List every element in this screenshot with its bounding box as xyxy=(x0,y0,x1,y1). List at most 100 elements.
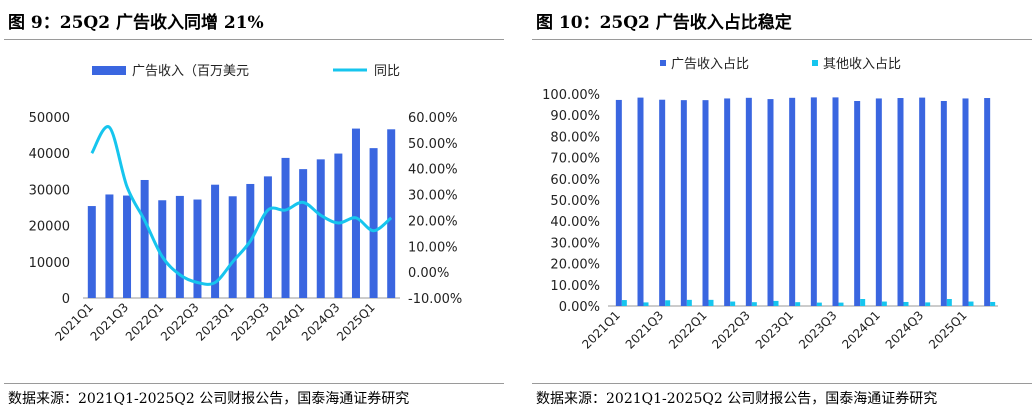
x-tick-label: 2023Q1 xyxy=(753,308,797,352)
other-share-bar xyxy=(751,302,757,306)
x-tick-label: 2024Q1 xyxy=(264,300,308,344)
revenue-growth-panel: 图 9：25Q2 广告收入同增 21% 广告收入（百万美元 同比 0 10000 200… xyxy=(0,0,504,412)
other-share-bar xyxy=(686,299,692,306)
y-right-tick-label: -10.00% xyxy=(408,292,462,307)
other-share-bar xyxy=(773,300,779,306)
x-tick-label: 2023Q1 xyxy=(193,300,237,344)
legend-label-other-share: 其他收入占比 xyxy=(823,57,901,72)
y-right-tick-label: 30.00% xyxy=(408,189,458,204)
x-tick-label: 2025Q1 xyxy=(926,308,970,352)
title-divider xyxy=(4,39,504,40)
y-right-tick-label: 10.00% xyxy=(408,240,458,255)
y-tick-label: 70.00% xyxy=(550,152,600,167)
ad-share-bar xyxy=(810,97,817,306)
x-tick-label: 2021Q1 xyxy=(52,300,96,344)
ad-share-bar xyxy=(637,97,644,306)
y-tick-label: 80.00% xyxy=(550,130,600,145)
x-tick-label: 2024Q1 xyxy=(839,308,883,352)
revenue-bar xyxy=(369,148,378,298)
x-tick-label: 2021Q3 xyxy=(623,308,667,352)
other-share-bar xyxy=(643,302,649,306)
chart-title: 图 10：25Q2 广告收入占比稳定 xyxy=(536,13,792,33)
other-share-bar xyxy=(708,299,714,306)
y-right-tick-label: 50.00% xyxy=(408,137,458,152)
revenue-bar xyxy=(140,179,149,298)
ad-share-bar xyxy=(789,97,796,306)
revenue-bar xyxy=(193,199,202,298)
other-share-bar xyxy=(968,301,974,306)
ad-share-bar xyxy=(875,98,882,306)
other-share-bar xyxy=(946,299,952,306)
y-left-tick-label: 0 xyxy=(62,292,70,307)
ad-share-bar xyxy=(897,98,904,306)
other-share-bar xyxy=(665,300,671,306)
y-tick-label: 40.00% xyxy=(550,215,600,230)
revenue-bar xyxy=(211,184,220,298)
ad-share-bar xyxy=(962,98,969,306)
y-tick-label: 50.00% xyxy=(550,194,600,209)
y-tick-label: 90.00% xyxy=(550,109,600,124)
source-divider xyxy=(4,383,504,384)
other-share-bar xyxy=(795,302,801,306)
x-tick-label: 2022Q3 xyxy=(158,300,202,344)
y-left-tick-label: 40000 xyxy=(29,147,70,162)
source-note: 数据来源：2021Q1-2025Q2 公司财报公告，国泰海通证券研究 xyxy=(536,391,938,407)
ad-share-bar xyxy=(680,100,687,306)
revenue-bar xyxy=(334,153,343,298)
revenue-bar xyxy=(228,196,237,298)
legend-label-revenue: 广告收入（百万美元 xyxy=(132,64,249,79)
title-divider xyxy=(532,39,1032,40)
revenue-chart: 广告收入（百万美元 同比 0 10000 20000 30000 40000 50000 -10… xyxy=(29,64,463,344)
revenue-bar xyxy=(175,195,184,298)
y-tick-label: 100.00% xyxy=(542,88,600,103)
other-share-bar xyxy=(838,302,844,306)
y-left-tick-label: 30000 xyxy=(29,183,70,198)
ad-share-bar xyxy=(659,99,666,306)
ad-share-bar xyxy=(615,99,622,306)
y-left-tick-label: 20000 xyxy=(29,220,70,235)
revenue-share-panel: 图 10：25Q2 广告收入占比稳定 广告收入占比 其他收入占比 0.00% 10.0… xyxy=(528,0,1032,412)
y-left-tick-label: 50000 xyxy=(29,111,70,126)
x-tick-label: 2021Q3 xyxy=(88,300,132,344)
revenue-bar xyxy=(158,200,167,298)
legend-swatch-revenue xyxy=(92,66,126,75)
source-divider xyxy=(532,383,1032,384)
revenue-bar xyxy=(123,195,132,298)
other-share-bar xyxy=(860,299,866,306)
legend-label-ad-share: 广告收入占比 xyxy=(671,57,749,72)
revenue-bar xyxy=(281,157,290,298)
yoy-growth-line xyxy=(90,125,393,286)
y-left-tick-label: 10000 xyxy=(29,256,70,271)
y-right-tick-label: 60.00% xyxy=(408,111,458,126)
legend-label-yoy: 同比 xyxy=(374,64,400,79)
ad-share-bar xyxy=(745,97,752,306)
revenue-bar xyxy=(316,159,325,298)
ad-share-bar xyxy=(984,98,991,306)
revenue-bar xyxy=(87,206,96,298)
x-tick-label: 2025Q1 xyxy=(334,300,378,344)
other-share-bar xyxy=(621,300,627,306)
y-tick-label: 10.00% xyxy=(550,279,600,294)
y-tick-label: 20.00% xyxy=(550,258,600,273)
revenue-bar xyxy=(263,176,272,298)
x-tick-label: 2022Q1 xyxy=(666,308,710,352)
source-note: 数据来源：2021Q1-2025Q2 公司财报公告，国泰海通证券研究 xyxy=(8,391,410,407)
other-share-bar xyxy=(881,301,887,306)
x-tick-label: 2024Q3 xyxy=(299,300,343,344)
x-tick-label: 2023Q3 xyxy=(796,308,840,352)
revenue-bar xyxy=(299,169,308,298)
chart-title: 图 9：25Q2 广告收入同增 21% xyxy=(8,13,264,33)
ad-share-bar xyxy=(724,98,731,306)
other-share-bar xyxy=(730,301,736,306)
legend-swatch-other-share xyxy=(812,60,818,66)
revenue-bar xyxy=(105,194,114,298)
x-tick-label: 2023Q3 xyxy=(228,300,272,344)
ad-share-bar xyxy=(919,97,926,306)
other-share-bar xyxy=(990,301,996,306)
ad-share-bar xyxy=(767,99,774,306)
x-tick-label: 2022Q1 xyxy=(123,300,167,344)
other-share-bar xyxy=(903,301,909,306)
y-tick-label: 60.00% xyxy=(550,173,600,188)
legend-swatch-ad-share xyxy=(660,60,666,66)
x-tick-label: 2024Q3 xyxy=(883,308,927,352)
